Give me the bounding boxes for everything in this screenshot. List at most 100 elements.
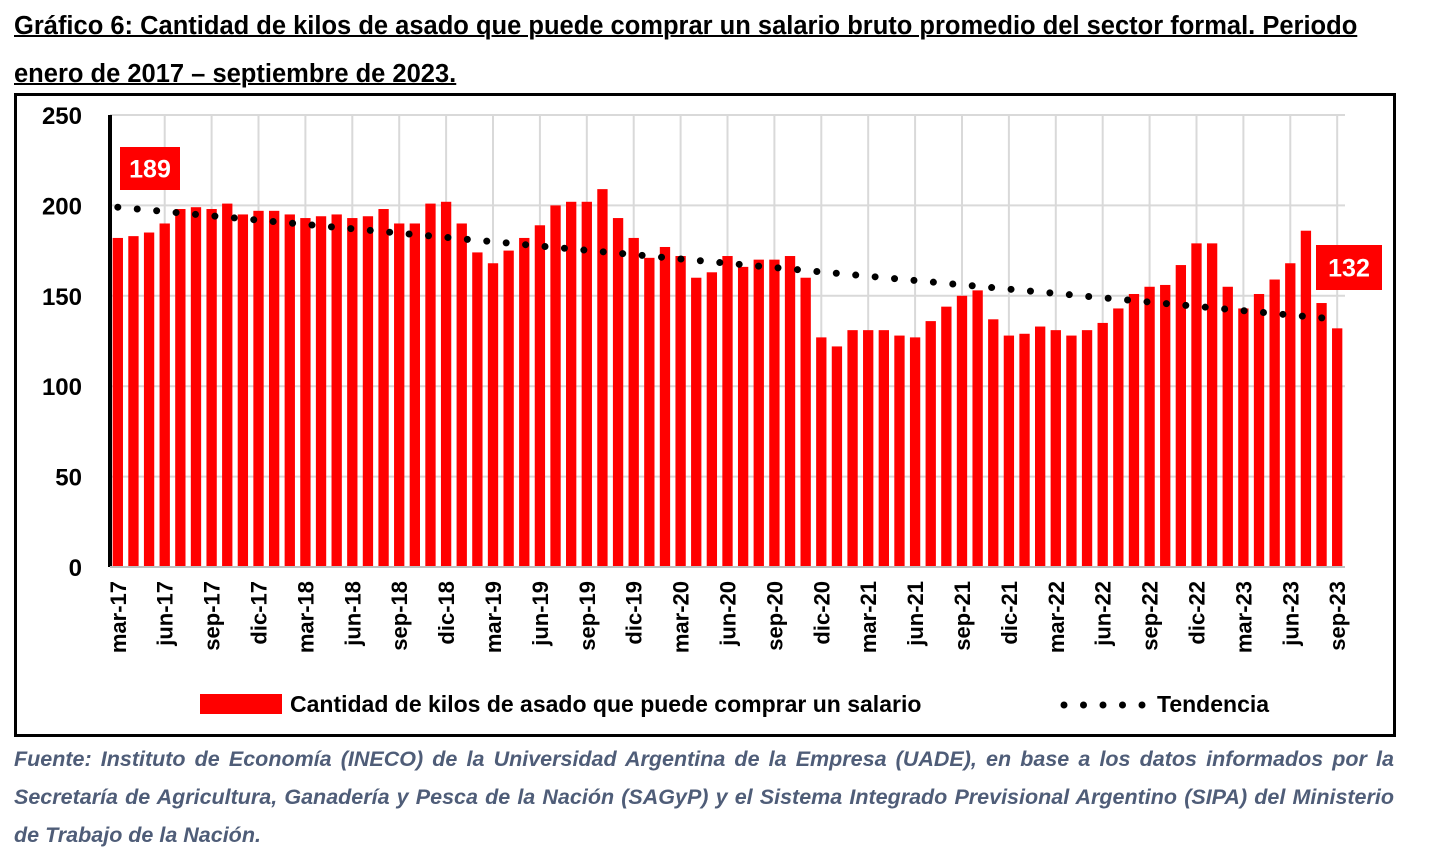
bar — [159, 223, 170, 568]
bar — [362, 216, 374, 568]
bar — [769, 259, 780, 567]
bar — [237, 214, 249, 567]
value-label-box — [120, 147, 180, 190]
x-tick-label: mar-22 — [1044, 581, 1069, 653]
x-tick-label: sep-17 — [200, 581, 225, 651]
bar — [1097, 322, 1108, 567]
bar — [1003, 335, 1015, 567]
bar — [1191, 243, 1202, 568]
source-note: Fuente: Instituto de Economía (INECO) de… — [14, 747, 1394, 847]
x-tick-label: sep-20 — [762, 581, 787, 651]
bar — [268, 210, 280, 567]
bar — [675, 256, 686, 567]
bar — [597, 189, 608, 568]
bar — [487, 263, 499, 567]
x-tick-label: jun-17 — [153, 581, 178, 647]
bar — [863, 330, 874, 567]
bar — [737, 266, 749, 567]
bar — [503, 250, 514, 567]
bar — [1332, 328, 1343, 567]
bar — [1066, 335, 1077, 567]
bar — [1269, 279, 1280, 567]
value-label: 189 — [129, 156, 171, 184]
bar — [566, 201, 577, 567]
y-tick-label: 150 — [42, 284, 82, 311]
bar — [534, 225, 546, 567]
x-tick-label: mar-17 — [106, 581, 131, 653]
bar — [1222, 286, 1233, 567]
x-tick-label: dic-17 — [247, 581, 272, 645]
legend-label-bars: Cantidad de kilos de asado que puede com… — [290, 691, 921, 717]
bar — [143, 232, 155, 567]
x-tick-label: mar-20 — [669, 581, 694, 653]
x-tick-label: mar-19 — [481, 581, 506, 653]
bar — [472, 252, 483, 567]
y-tick-label: 100 — [42, 374, 82, 401]
bar — [1019, 333, 1030, 567]
bar — [1128, 293, 1140, 567]
bar — [941, 306, 952, 567]
x-tick-label: mar-18 — [293, 581, 318, 653]
x-tick-label: dic-19 — [622, 581, 647, 645]
bar — [190, 207, 202, 567]
y-tick-label: 0 — [69, 555, 82, 582]
bar — [1175, 265, 1187, 567]
bar — [331, 214, 342, 567]
bar — [800, 277, 811, 567]
bar — [816, 337, 827, 567]
bar — [1253, 293, 1265, 567]
bar — [550, 205, 561, 567]
x-tick-label: dic-22 — [1184, 581, 1209, 645]
chart-title-text: Gráfico 6: Cantidad de kilos de asado qu… — [14, 12, 1358, 88]
bar — [315, 216, 327, 568]
x-tick-label: mar-23 — [1231, 581, 1256, 653]
bar — [253, 210, 264, 567]
bar — [831, 346, 843, 567]
value-label: 132 — [1328, 255, 1370, 283]
bar — [706, 272, 718, 567]
bar — [753, 259, 764, 567]
bar — [1285, 263, 1296, 567]
y-tick-label: 50 — [55, 465, 82, 492]
bar — [612, 218, 624, 567]
y-tick-label: 200 — [42, 193, 82, 220]
bar — [1081, 330, 1093, 567]
chart-frame — [14, 93, 1396, 737]
x-tick-label: jun-21 — [903, 581, 928, 647]
bar — [128, 236, 139, 568]
bar — [1300, 230, 1312, 567]
bar — [847, 330, 858, 567]
bar — [784, 256, 796, 567]
bar — [425, 203, 436, 568]
bar — [347, 218, 358, 567]
chart-title: Gráfico 6: Cantidad de kilos de asado qu… — [14, 2, 1404, 98]
x-tick-label: sep-21 — [950, 581, 975, 651]
bar — [519, 237, 530, 567]
bar — [456, 223, 467, 568]
x-tick-label: sep-19 — [575, 581, 600, 651]
bar — [878, 330, 889, 567]
bar — [1316, 303, 1327, 567]
bar — [659, 246, 671, 567]
bar — [1206, 243, 1218, 568]
bar — [440, 201, 452, 567]
x-tick-label: jun-20 — [716, 581, 741, 647]
bar — [284, 214, 295, 567]
x-tick-label: jun-23 — [1278, 581, 1303, 647]
legend-swatch-bars — [200, 694, 282, 714]
x-tick-label: sep-22 — [1138, 581, 1163, 651]
x-tick-label: jun-18 — [340, 581, 365, 647]
x-tick-label: dic-21 — [997, 581, 1022, 645]
x-tick-label: mar-21 — [856, 581, 881, 653]
bar — [394, 223, 405, 568]
bar — [1113, 308, 1124, 567]
bar — [988, 319, 999, 567]
bar — [1050, 330, 1061, 567]
bar — [175, 209, 186, 568]
value-label-box — [1316, 245, 1382, 290]
x-tick-label: jun-19 — [528, 581, 553, 647]
bar — [644, 257, 655, 567]
bar — [112, 237, 123, 567]
bar — [909, 337, 921, 567]
